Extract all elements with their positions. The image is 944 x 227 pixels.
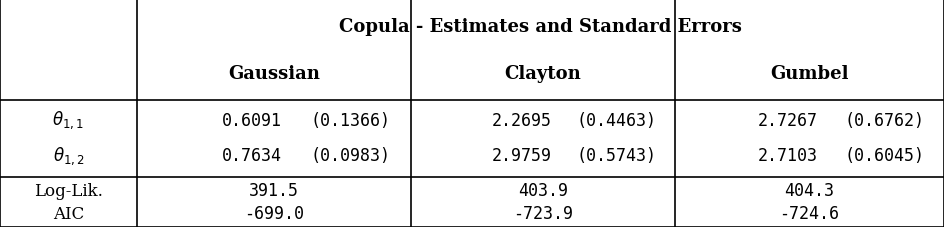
Text: 2.2695: 2.2695 xyxy=(492,111,551,129)
Text: Gumbel: Gumbel xyxy=(770,65,849,83)
Text: 2.9759: 2.9759 xyxy=(492,147,551,165)
Text: 0.6091: 0.6091 xyxy=(222,111,282,129)
Text: $\theta_{1,1}$: $\theta_{1,1}$ xyxy=(53,109,84,131)
Text: -723.9: -723.9 xyxy=(513,205,573,222)
Text: 391.5: 391.5 xyxy=(249,182,298,200)
Text: $\theta_{1,2}$: $\theta_{1,2}$ xyxy=(53,145,84,167)
Text: (0.4463): (0.4463) xyxy=(577,111,657,129)
Text: (0.6045): (0.6045) xyxy=(845,147,925,165)
Text: Clayton: Clayton xyxy=(504,65,582,83)
Text: (0.5743): (0.5743) xyxy=(577,147,657,165)
Text: 404.3: 404.3 xyxy=(784,182,834,200)
Text: -724.6: -724.6 xyxy=(780,205,839,222)
Text: Gaussian: Gaussian xyxy=(228,65,320,83)
Text: (0.0983): (0.0983) xyxy=(311,147,391,165)
Text: 2.7103: 2.7103 xyxy=(758,147,818,165)
Text: -699.0: -699.0 xyxy=(244,205,304,222)
Text: AIC: AIC xyxy=(53,205,84,222)
Text: (0.6762): (0.6762) xyxy=(845,111,925,129)
Text: 403.9: 403.9 xyxy=(518,182,567,200)
Text: 0.7634: 0.7634 xyxy=(222,147,282,165)
Text: (0.1366): (0.1366) xyxy=(311,111,391,129)
Text: Log-Lik.: Log-Lik. xyxy=(34,182,103,199)
Text: 2.7267: 2.7267 xyxy=(758,111,818,129)
Text: Copula - Estimates and Standard Errors: Copula - Estimates and Standard Errors xyxy=(339,18,742,36)
